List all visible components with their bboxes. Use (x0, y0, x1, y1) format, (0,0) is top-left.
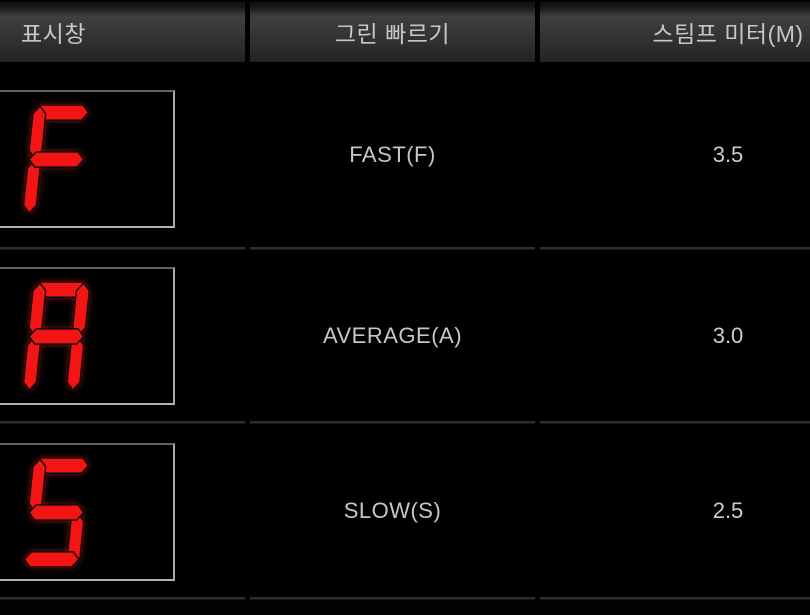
header-label-stimp-meter: 스팀프 미터(M) (652, 21, 804, 47)
header-label-green-speed: 그린 빠르기 (334, 21, 451, 47)
row-divider (0, 421, 810, 424)
row-divider (0, 247, 810, 250)
speed-label: FAST(F) (349, 141, 436, 167)
stimp-value-cell: 3.5 (540, 62, 810, 247)
speed-label-cell: AVERAGE(A) (250, 250, 535, 421)
header-cell-green-speed: 그린 빠르기 (250, 2, 535, 62)
seven-segment-glyph-a-icon (23, 282, 90, 391)
header-label-display-window: 표시창 (21, 21, 86, 47)
row-divider (0, 597, 810, 600)
stimp-value: 2.5 (712, 497, 744, 523)
seven-segment-glyph-s-icon (23, 458, 90, 567)
stimp-value-cell: 2.5 (540, 424, 810, 597)
seven-segment-display-box (0, 267, 175, 405)
table-header-row: 표시창 그린 빠르기 스팀프 미터(M) (0, 2, 810, 62)
table-row-fast: FAST(F) 3.5 (0, 62, 810, 247)
table-row-slow: SLOW(S) 2.5 (0, 424, 810, 597)
stimp-value-cell: 3.0 (540, 250, 810, 421)
stimp-value: 3.0 (712, 322, 744, 348)
stimp-value: 3.5 (712, 141, 744, 167)
speed-label-cell: SLOW(S) (250, 424, 535, 597)
seven-segment-glyph-f-icon (23, 105, 90, 214)
speed-label-cell: FAST(F) (250, 62, 535, 247)
header-cell-stimp-meter: 스팀프 미터(M) (540, 2, 810, 62)
seven-segment-display-box (0, 443, 175, 581)
table-row-average: AVERAGE(A) 3.0 (0, 250, 810, 421)
speed-label: AVERAGE(A) (322, 322, 463, 348)
speed-label: SLOW(S) (343, 497, 442, 523)
header-cell-display-window: 표시창 (0, 2, 245, 62)
seven-segment-display-box (0, 90, 175, 228)
